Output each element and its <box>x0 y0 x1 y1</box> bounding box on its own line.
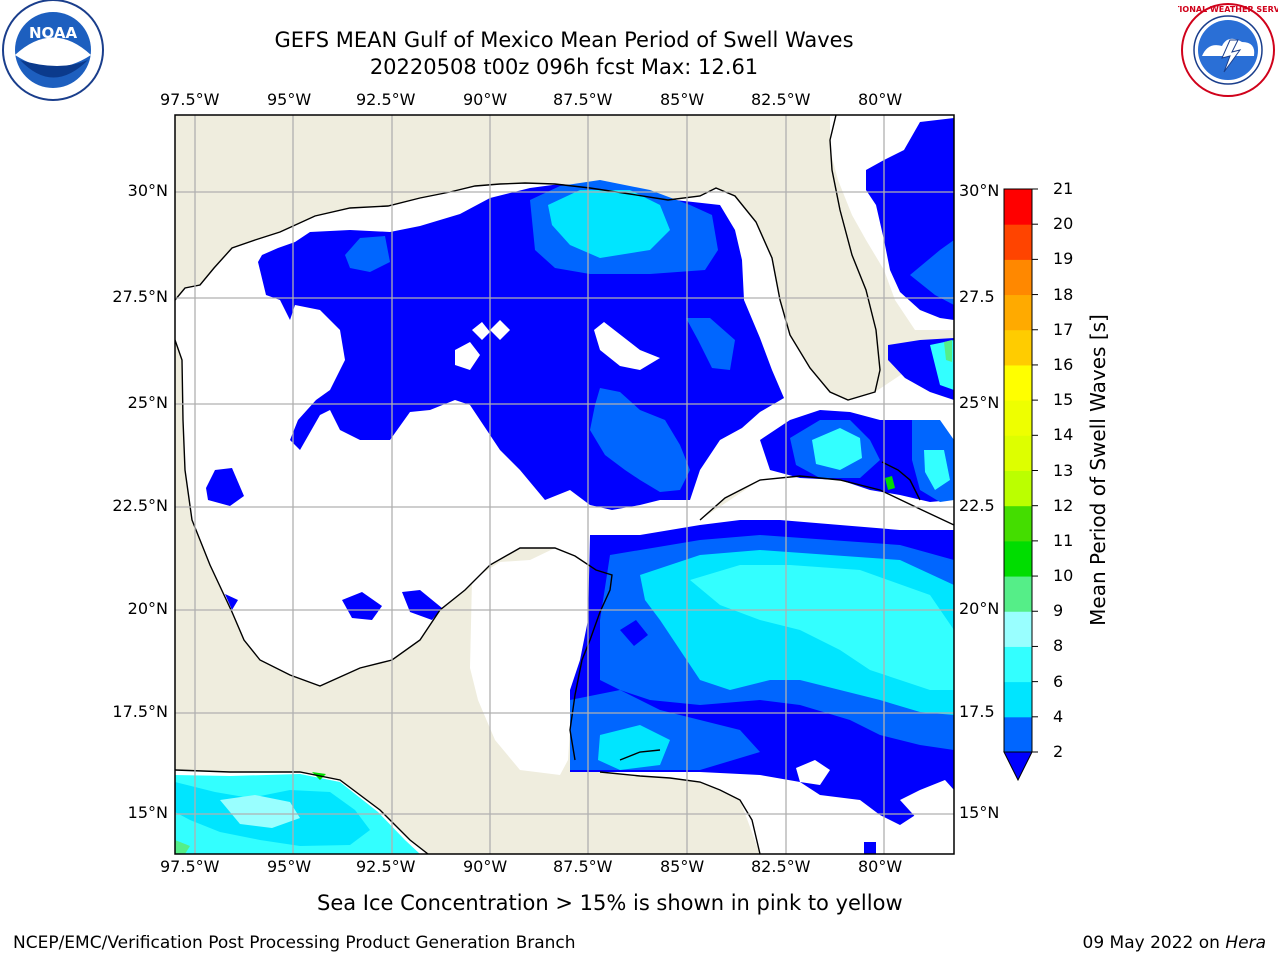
colorbar-tick-label: 2 <box>1053 742 1064 761</box>
lon-label-top-8: 80°W <box>858 90 903 109</box>
colorbar-under-triangle <box>1003 751 1033 782</box>
pacific-sea <box>175 770 428 854</box>
lat-label-right-3: 25°N <box>959 393 1000 412</box>
noaa-logo-text: NOAA <box>29 24 78 42</box>
colorbar-tick-label: 4 <box>1053 706 1064 726</box>
gulf-sea <box>175 183 954 775</box>
colorbar-tick-label: 21 <box>1053 179 1074 198</box>
colorbar-tick-label: 12 <box>1053 495 1074 515</box>
land-background <box>175 115 954 854</box>
lat-label-left-7: 15°N <box>127 803 168 822</box>
colorbar-tick-label: 15 <box>1053 390 1074 410</box>
colorbar-bin <box>1004 329 1032 366</box>
lat-label-right-2: 27.5 <box>959 287 995 306</box>
map-frame <box>174 114 955 855</box>
coastlines <box>175 115 954 854</box>
lon-label-top-4: 90°W <box>463 90 508 109</box>
lon-label-top-1: 97.5°W <box>160 90 220 109</box>
lat-label-left-2: 27.5°N <box>112 287 168 306</box>
colorbar-bin <box>1004 259 1032 296</box>
svg-text:NATIONAL WEATHER SERVICE: NATIONAL WEATHER SERVICE <box>1178 5 1278 14</box>
lat-label-left-3: 25°N <box>127 393 168 412</box>
colorbar-bin <box>1004 189 1032 225</box>
lon-label-bottom-7: 82.5°W <box>751 857 811 876</box>
colorbar-tick-label: 19 <box>1053 249 1074 269</box>
lat-label-right-6: 17.5 <box>959 702 995 721</box>
colorbar-tick-marks <box>1032 188 1038 753</box>
colorbar-bin <box>1004 576 1032 612</box>
footer-date: 09 May 2022 on Hera <box>1082 933 1267 953</box>
colorbar-bin <box>1004 646 1032 683</box>
sea-ice-note: Sea Ice Concentration > 15% is shown in … <box>317 891 903 915</box>
colorbar-tick-label: 10 <box>1053 566 1074 586</box>
colorbar-tick-label: 9 <box>1053 601 1064 621</box>
colorbar-bin <box>1004 470 1032 507</box>
footer-machine: Hera <box>1225 933 1266 953</box>
lat-label-right-1: 30°N <box>959 181 1000 200</box>
lat-label-left-1: 30°N <box>127 181 168 200</box>
lon-label-bottom-5: 87.5°W <box>553 857 613 876</box>
colorbar-tick-label: 20 <box>1053 214 1074 234</box>
colorbar-tick-label: 14 <box>1053 425 1074 445</box>
colorbar-bin <box>1004 435 1032 471</box>
footer-credit: NCEP/EMC/Verification Post Processing Pr… <box>13 933 576 953</box>
noaa-logo: NOAA <box>2 0 104 101</box>
lat-label-left-5: 20°N <box>127 599 168 618</box>
lat-label-right-7: 15°N <box>959 803 1000 822</box>
lon-label-top-3: 92.5°W <box>356 90 416 109</box>
lon-label-bottom-3: 92.5°W <box>356 857 416 876</box>
lat-label-right-4: 22.5 <box>959 496 995 515</box>
colorbar-bin <box>1004 400 1032 436</box>
colorbar-bin <box>1004 505 1032 542</box>
colorbar-tick-label: 16 <box>1053 354 1074 374</box>
lon-label-top-2: 95°W <box>267 90 312 109</box>
colorbar-tick-label: 17 <box>1053 319 1074 339</box>
swell-contour-2-4 <box>258 184 784 510</box>
lon-label-bottom-2: 95°W <box>267 857 312 876</box>
colorbar-bin <box>1004 364 1032 401</box>
lon-label-bottom-4: 90°W <box>463 857 508 876</box>
lon-label-bottom-8: 80°W <box>858 857 903 876</box>
colorbar-bins <box>1004 189 1032 753</box>
lon-label-bottom-1: 97.5°W <box>160 857 220 876</box>
colorbar-bin <box>1004 540 1032 577</box>
chart-subtitle: 20220508 t00z 096h fcst Max: 12.61 <box>369 55 759 79</box>
atlantic-sea <box>830 115 954 330</box>
colorbar-tick-label: 11 <box>1053 530 1074 550</box>
colorbar-tick-label: 13 <box>1053 460 1074 480</box>
colorbar-tick-label: 6 <box>1053 671 1064 691</box>
gridlines <box>175 115 954 854</box>
chart-title: GEFS MEAN Gulf of Mexico Mean Period of … <box>274 28 854 52</box>
caribbean-sea <box>570 476 954 854</box>
colorbar-bin <box>1004 681 1032 718</box>
colorbar-bin <box>1004 611 1032 647</box>
lon-label-bottom-6: 85°W <box>660 857 705 876</box>
lon-label-top-6: 85°W <box>660 90 705 109</box>
nws-logo: NATIONAL WEATHER SERVICE <box>1178 3 1278 97</box>
colorbar-tick-label: 8 <box>1053 636 1064 656</box>
colorbar-bin <box>1004 716 1032 753</box>
lat-label-left-6: 17.5°N <box>112 702 168 721</box>
colorbar-bin <box>1004 224 1032 260</box>
lat-label-left-4: 22.5°N <box>112 496 168 515</box>
lat-label-right-5: 20°N <box>959 599 1000 618</box>
lon-label-top-5: 87.5°W <box>553 90 613 109</box>
colorbar-tick-label: 18 <box>1053 284 1074 304</box>
colorbar-bin <box>1004 294 1032 331</box>
lon-label-top-7: 82.5°W <box>751 90 811 109</box>
swell-period-field <box>175 118 954 854</box>
